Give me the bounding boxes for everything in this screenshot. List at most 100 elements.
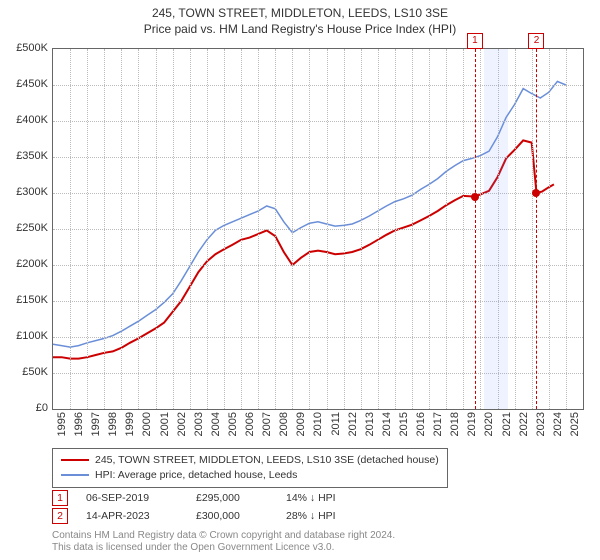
x-tick-label: 2006 — [244, 412, 256, 436]
sales-marker-box: 2 — [52, 508, 68, 524]
x-tick-label: 2003 — [193, 412, 205, 436]
y-tick-label: £200K — [2, 258, 48, 270]
y-tick-label: £50K — [2, 366, 48, 378]
series-price_paid — [53, 140, 554, 358]
x-tick-label: 2000 — [141, 412, 153, 436]
x-tick-label: 1998 — [107, 412, 119, 436]
marker-box: 2 — [528, 33, 544, 49]
x-tick-label: 2012 — [347, 412, 359, 436]
legend-swatch — [61, 474, 89, 476]
chart-title: 245, TOWN STREET, MIDDLETON, LEEDS, LS10… — [0, 6, 600, 20]
x-tick-label: 2016 — [415, 412, 427, 436]
gridline-v — [258, 49, 259, 409]
marker-dot — [532, 189, 540, 197]
gridline-v — [190, 49, 191, 409]
x-tick-label: 2023 — [535, 412, 547, 436]
x-tick-label: 2015 — [398, 412, 410, 436]
y-tick-label: £100K — [2, 330, 48, 342]
sales-pct: 14% ↓ HPI — [286, 492, 386, 504]
gridline-v — [104, 49, 105, 409]
legend-label: 245, TOWN STREET, MIDDLETON, LEEDS, LS10… — [95, 454, 439, 466]
x-tick-label: 2009 — [295, 412, 307, 436]
sales-row: 1 06-SEP-2019£295,00014% ↓ HPI — [52, 490, 386, 508]
x-tick-label: 2022 — [518, 412, 530, 436]
x-tick-label: 2024 — [552, 412, 564, 436]
y-tick-label: £350K — [2, 150, 48, 162]
legend-swatch — [61, 459, 89, 461]
x-tick-label: 2004 — [210, 412, 222, 436]
footer-line2: This data is licensed under the Open Gov… — [52, 542, 395, 554]
gridline-v — [224, 49, 225, 409]
x-tick-label: 1996 — [73, 412, 85, 436]
marker-box: 1 — [467, 33, 483, 49]
x-tick-label: 1999 — [124, 412, 136, 436]
y-tick-label: £400K — [2, 114, 48, 126]
gridline-v — [275, 49, 276, 409]
chart-subtitle: Price paid vs. HM Land Registry's House … — [0, 22, 600, 36]
sales-date: 14-APR-2023 — [86, 510, 196, 522]
gridline-v — [309, 49, 310, 409]
gridline-v — [549, 49, 550, 409]
y-tick-label: £300K — [2, 186, 48, 198]
sales-pct: 28% ↓ HPI — [286, 510, 386, 522]
title-block: 245, TOWN STREET, MIDDLETON, LEEDS, LS10… — [0, 0, 600, 36]
gridline-v — [173, 49, 174, 409]
gridline-v — [515, 49, 516, 409]
chart-plot-area: 12 — [52, 48, 584, 410]
chart-container: 245, TOWN STREET, MIDDLETON, LEEDS, LS10… — [0, 0, 600, 560]
x-tick-label: 2017 — [432, 412, 444, 436]
marker-dot — [471, 193, 479, 201]
legend-item: 245, TOWN STREET, MIDDLETON, LEEDS, LS10… — [61, 453, 439, 468]
x-tick-label: 2008 — [278, 412, 290, 436]
sales-price: £300,000 — [196, 510, 286, 522]
gridline-v — [378, 49, 379, 409]
sales-row: 2 14-APR-2023£300,00028% ↓ HPI — [52, 508, 386, 526]
sales-price: £295,000 — [196, 492, 286, 504]
sales-table: 1 06-SEP-2019£295,00014% ↓ HPI 2 14-APR-202… — [52, 490, 386, 526]
gridline-v — [292, 49, 293, 409]
gridline-v — [566, 49, 567, 409]
y-tick-label: £150K — [2, 294, 48, 306]
x-tick-label: 2014 — [381, 412, 393, 436]
gridline-v — [429, 49, 430, 409]
x-tick-label: 2007 — [261, 412, 273, 436]
x-tick-label: 2002 — [176, 412, 188, 436]
y-tick-label: £500K — [2, 42, 48, 54]
footer-line1: Contains HM Land Registry data © Crown c… — [52, 530, 395, 542]
gridline-v — [412, 49, 413, 409]
x-tick-label: 2011 — [330, 412, 342, 436]
gridline-v — [241, 49, 242, 409]
y-tick-label: £250K — [2, 222, 48, 234]
gridline-v — [480, 49, 481, 409]
gridline-v — [138, 49, 139, 409]
legend-label: HPI: Average price, detached house, Leed… — [95, 469, 297, 481]
x-tick-label: 2018 — [449, 412, 461, 436]
gridline-v — [463, 49, 464, 409]
gridline-v — [361, 49, 362, 409]
gridline-v — [87, 49, 88, 409]
x-tick-label: 2021 — [501, 412, 513, 436]
marker-vline — [536, 49, 537, 409]
x-tick-label: 2013 — [364, 412, 376, 436]
gridline-v — [121, 49, 122, 409]
x-tick-label: 2019 — [466, 412, 478, 436]
y-tick-label: £450K — [2, 78, 48, 90]
highlight-band — [484, 49, 508, 409]
x-tick-label: 2005 — [227, 412, 239, 436]
legend-item: HPI: Average price, detached house, Leed… — [61, 468, 439, 483]
marker-vline — [475, 49, 476, 409]
gridline-v — [344, 49, 345, 409]
gridline-v — [532, 49, 533, 409]
legend: 245, TOWN STREET, MIDDLETON, LEEDS, LS10… — [52, 448, 448, 488]
x-tick-label: 2025 — [569, 412, 581, 436]
gridline-v — [70, 49, 71, 409]
sales-date: 06-SEP-2019 — [86, 492, 196, 504]
footer: Contains HM Land Registry data © Crown c… — [52, 530, 395, 554]
x-tick-label: 2001 — [159, 412, 171, 436]
sales-marker-box: 1 — [52, 490, 68, 506]
gridline-v — [207, 49, 208, 409]
x-tick-label: 2010 — [312, 412, 324, 436]
x-tick-label: 1997 — [90, 412, 102, 436]
x-tick-label: 1995 — [56, 412, 68, 436]
gridline-v — [446, 49, 447, 409]
